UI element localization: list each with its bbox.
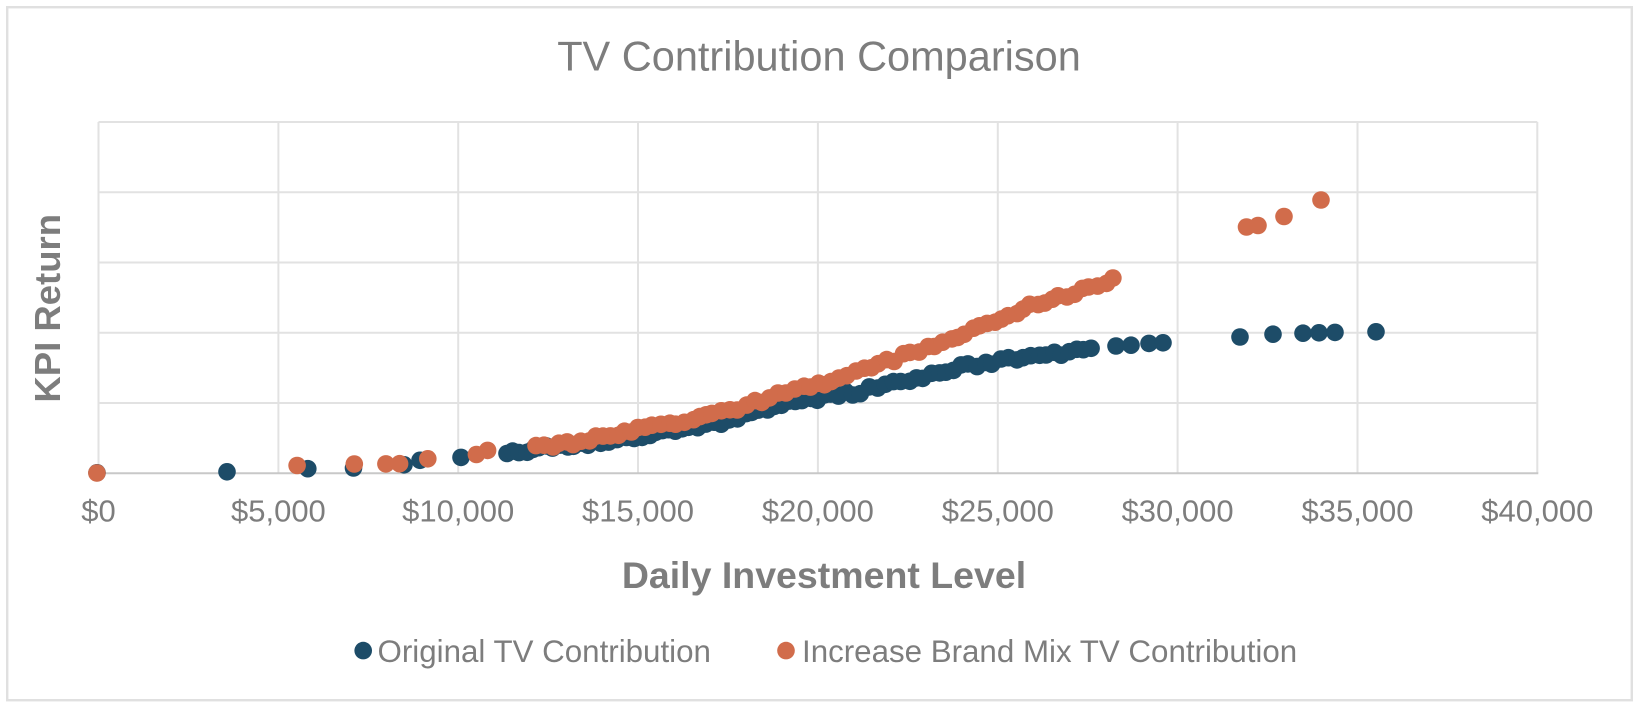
- svg-text:$20,000: $20,000: [762, 494, 874, 529]
- svg-text:$5,000: $5,000: [231, 494, 326, 529]
- svg-text:$0: $0: [81, 494, 115, 529]
- svg-text:TV Contribution Comparison: TV Contribution Comparison: [557, 33, 1081, 80]
- svg-text:$25,000: $25,000: [942, 494, 1054, 529]
- svg-text:$10,000: $10,000: [402, 494, 514, 529]
- svg-text:$30,000: $30,000: [1122, 494, 1234, 529]
- svg-text:$15,000: $15,000: [582, 494, 694, 529]
- svg-text:Original TV Contribution: Original TV Contribution: [378, 634, 711, 669]
- svg-text:$40,000: $40,000: [1481, 494, 1593, 529]
- svg-text:$35,000: $35,000: [1301, 494, 1413, 529]
- svg-text:KPI Return: KPI Return: [27, 214, 68, 403]
- svg-text:Increase Brand Mix TV Contribu: Increase Brand Mix TV Contribution: [802, 634, 1297, 669]
- svg-text:Daily Investment Level: Daily Investment Level: [622, 554, 1026, 596]
